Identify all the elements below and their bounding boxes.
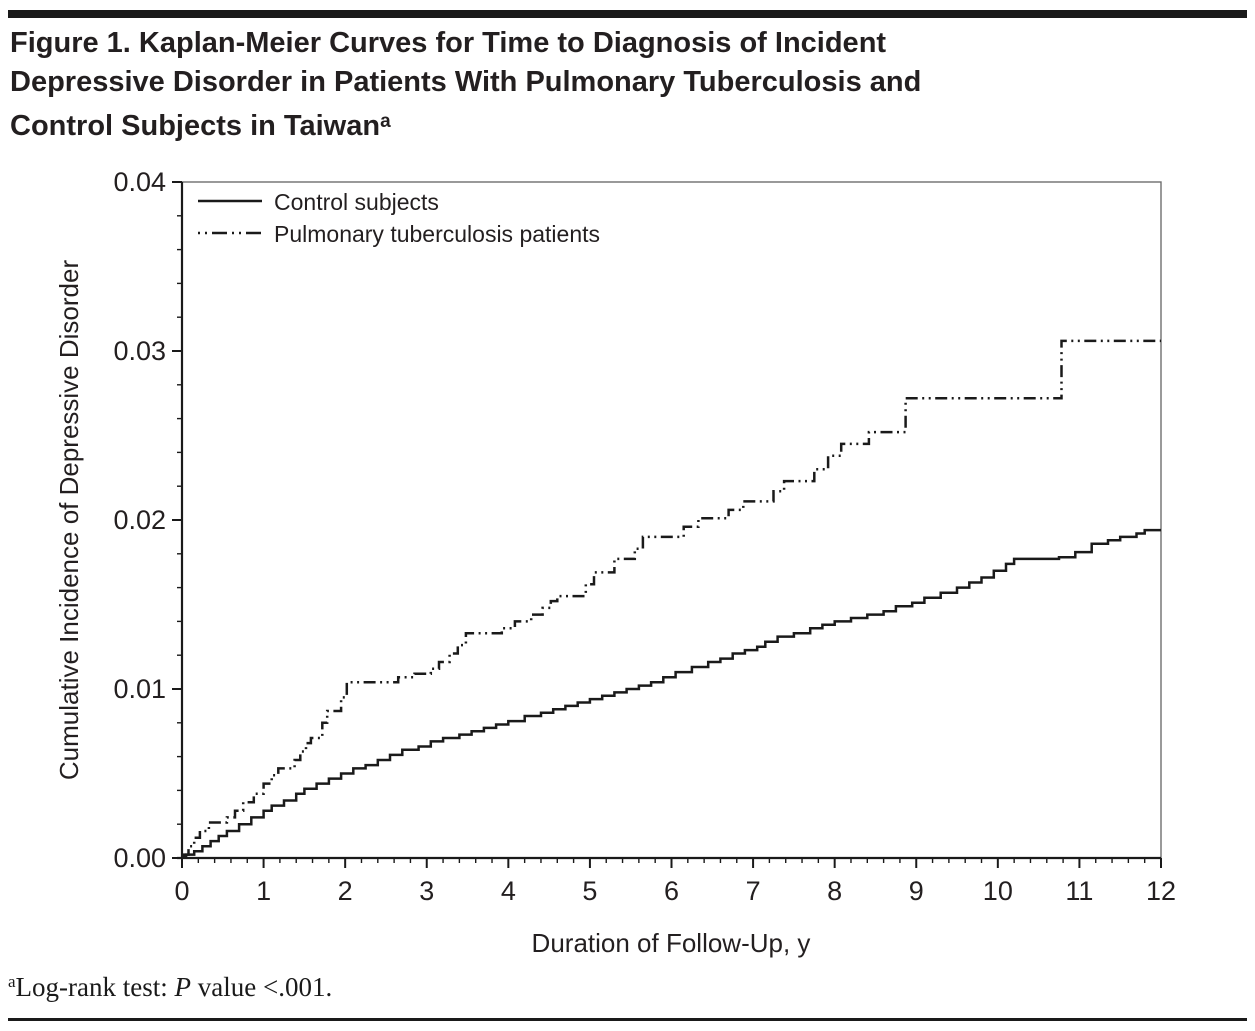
- x-tick-label: 6: [664, 876, 679, 906]
- x-tick-label: 5: [582, 876, 597, 906]
- x-tick-label: 4: [501, 876, 516, 906]
- legend-label-tb-patients: Pulmonary tuberculosis patients: [274, 221, 600, 247]
- km-chart: 0 1 2 3 4 5 6 7 8 9 10 11 12 0.00 0.01 0.02 0.03 0.04 Con…: [0, 160, 1255, 970]
- y-axis-title: Cumulative Incidence of Depressive Disor…: [54, 260, 84, 781]
- x-tick-label: 7: [746, 876, 761, 906]
- figure-title-line2: Depressive Disorder in Patients With Pul…: [10, 66, 922, 98]
- footnote-p-italic: P: [174, 972, 192, 1002]
- top-rule: [8, 10, 1247, 18]
- y-tick-label: 0.02: [113, 505, 166, 535]
- x-tick-label: 10: [983, 876, 1013, 906]
- footnote: aLog-rank test: P value <.001.: [8, 972, 332, 1003]
- x-tick-label: 3: [419, 876, 434, 906]
- figure-title-line3: Control Subjects in Taiwan: [10, 110, 381, 142]
- figure-title-superscript: a: [380, 111, 391, 132]
- y-tick-label: 0.00: [113, 843, 166, 873]
- figure-title-line1: Figure 1. Kaplan-Meier Curves for Time t…: [10, 27, 887, 59]
- footnote-superscript: a: [8, 972, 16, 991]
- plot-frame: [181, 181, 1162, 859]
- x-tick-label: 8: [827, 876, 842, 906]
- x-tick-label: 11: [1065, 876, 1093, 906]
- x-tick-label: 9: [909, 876, 924, 906]
- curve-control-subjects: [182, 528, 1161, 858]
- y-tick-label: 0.03: [113, 336, 166, 366]
- figure-title: Figure 1. Kaplan-Meier Curves for Time t…: [10, 24, 1130, 146]
- legend: Control subjects Pulmonary tuberculosis …: [198, 189, 600, 247]
- x-tick-label: 1: [256, 876, 271, 906]
- legend-label-control-subjects: Control subjects: [274, 189, 439, 215]
- curve-tb-patients: [182, 339, 1161, 856]
- chart-axes-and-curves: 0 1 2 3 4 5 6 7 8 9 10 11 120.000.010.020.030.04: [113, 167, 1176, 906]
- footnote-text-suffix: value <.001.: [191, 972, 333, 1002]
- footnote-text-prefix: Log-rank test:: [15, 972, 175, 1002]
- x-tick-label: 12: [1146, 876, 1176, 906]
- x-tick-label: 2: [338, 876, 353, 906]
- km-chart-svg: 0 1 2 3 4 5 6 7 8 9 10 11 120.000.010.020.030.04 Con…: [54, 167, 1176, 958]
- y-tick-label: 0.04: [113, 167, 166, 197]
- y-tick-label: 0.01: [113, 674, 166, 704]
- x-tick-label: 0: [174, 876, 189, 906]
- bottom-rule: [8, 1018, 1247, 1021]
- x-axis-title: Duration of Follow-Up, y: [532, 928, 811, 958]
